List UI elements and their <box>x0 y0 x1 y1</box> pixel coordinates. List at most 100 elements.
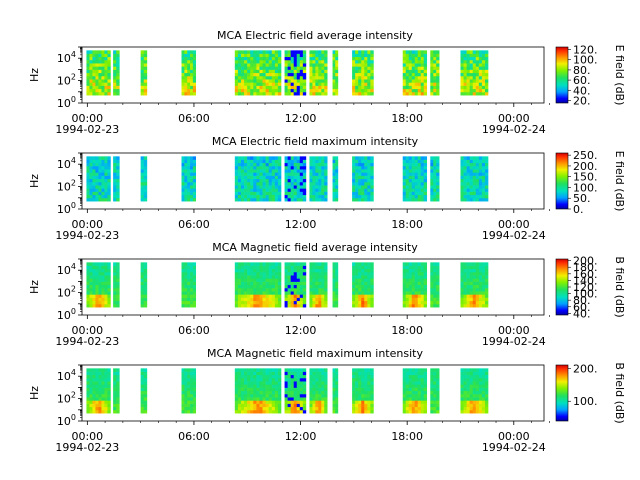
spectrogram-cell <box>405 262 410 266</box>
spectrogram-cell <box>293 387 298 392</box>
spectrogram-cell <box>237 287 242 292</box>
spectrogram-cell <box>475 294 480 298</box>
spectrogram-cell <box>284 291 288 295</box>
spectrogram-cell <box>408 381 413 385</box>
spectrogram-cell <box>265 53 269 58</box>
spectrogram-cell <box>411 72 416 77</box>
spectrogram-cell <box>312 381 316 385</box>
spectrogram-cell <box>335 406 339 411</box>
spectrogram-cell <box>411 294 416 298</box>
spectrogram-cell <box>250 387 254 392</box>
spectrogram-cell <box>463 291 467 295</box>
spectrogram-cell <box>287 387 291 392</box>
spectrogram-cell <box>244 281 248 286</box>
spectrogram-cell <box>469 381 474 385</box>
spectrogram-cell <box>423 294 428 298</box>
spectrogram-cell <box>466 397 470 401</box>
spectrogram-cell <box>259 191 263 196</box>
colorbar-tick-label: 180. <box>573 261 598 274</box>
spectrogram-cell <box>423 374 428 379</box>
spectrogram-cell <box>484 291 489 295</box>
spectrogram-cell <box>475 197 480 202</box>
spectrogram-cell <box>405 368 410 372</box>
spectrogram-cell <box>240 265 245 270</box>
spectrogram-cell <box>237 69 242 74</box>
spectrogram-cell <box>358 88 362 93</box>
spectrogram-cell <box>92 300 96 305</box>
spectrogram-cell <box>321 91 325 96</box>
spectrogram-cell <box>321 88 325 93</box>
spectrogram-cell <box>481 303 486 308</box>
spectrogram-cell <box>247 278 251 282</box>
spectrogram-cell <box>287 175 291 180</box>
spectrogram-cell <box>475 377 480 382</box>
spectrogram-cell <box>460 91 464 96</box>
spectrogram-cell <box>95 50 99 54</box>
spectrogram-cell <box>113 303 117 308</box>
spectrogram-cell <box>240 50 245 54</box>
spectrogram-cell <box>367 368 371 372</box>
colorbar-tick-label: 100. <box>573 395 598 408</box>
spectrogram-cell <box>234 172 239 176</box>
spectrogram-cell <box>296 69 301 74</box>
spectrogram-cell <box>268 178 273 183</box>
spectrogram-cell <box>95 381 99 385</box>
spectrogram-cell <box>268 303 273 308</box>
spectrogram-cell <box>262 59 266 64</box>
spectrogram-cell <box>460 368 464 372</box>
spectrogram-cell <box>92 79 96 83</box>
spectrogram-cell <box>481 156 486 160</box>
spectrogram-cell <box>309 390 313 395</box>
spectrogram-cell <box>309 377 313 382</box>
spectrogram-cell <box>253 278 257 282</box>
colorbar-tick-label: 200. <box>573 160 598 173</box>
spectrogram-cell <box>192 281 197 286</box>
spectrogram-cell <box>265 194 269 199</box>
spectrogram-cell <box>472 50 477 54</box>
spectrogram-cell <box>315 63 319 67</box>
spectrogram-cell <box>466 400 470 404</box>
spectrogram-cell <box>475 284 480 289</box>
spectrogram-strip <box>332 262 339 308</box>
spectrogram-cell <box>302 265 307 270</box>
spectrogram-cell <box>358 63 362 67</box>
spectrogram-cell <box>321 287 325 292</box>
spectrogram-cell <box>478 169 483 173</box>
spectrogram-cell <box>277 53 282 58</box>
spectrogram-cell <box>284 294 288 298</box>
spectrogram-cell <box>302 278 307 282</box>
spectrogram-cell <box>290 82 295 86</box>
spectrogram-cell <box>469 197 474 202</box>
spectrogram-cell <box>140 69 145 74</box>
spectrogram-cell <box>296 175 301 180</box>
spectrogram-cell <box>237 368 242 372</box>
spectrogram-cell <box>287 181 291 186</box>
spectrogram-cell <box>370 262 374 266</box>
spectrogram-cell <box>405 159 410 164</box>
spectrogram-cell <box>408 188 413 192</box>
spectrogram-cell <box>184 403 188 408</box>
spectrogram-cell <box>101 265 105 270</box>
spectrogram-cell <box>405 374 410 379</box>
spectrogram-cell <box>247 197 251 202</box>
spectrogram-cell <box>352 169 356 173</box>
spectrogram-cell <box>107 400 111 404</box>
spectrogram-cell <box>274 53 279 58</box>
spectrogram-cell <box>237 390 242 395</box>
spectrogram-cell <box>423 82 428 86</box>
spectrogram-cell <box>234 281 239 286</box>
spectrogram-cell <box>187 191 191 196</box>
spectrogram-cell <box>190 175 194 180</box>
spectrogram-cell <box>472 390 477 395</box>
spectrogram-cell <box>184 172 188 176</box>
colorbar-tick-label: 140. <box>573 274 598 287</box>
spectrogram-cell <box>478 368 483 372</box>
spectrogram-cell <box>408 181 413 186</box>
spectrogram-cell <box>104 63 108 67</box>
colorbar-tick-label: 40. <box>573 84 591 97</box>
spectrogram-cell <box>478 91 483 96</box>
spectrogram-cell <box>332 287 336 292</box>
spectrogram-cell <box>190 374 194 379</box>
spectrogram-cell <box>299 368 304 372</box>
spectrogram-cell <box>364 75 368 80</box>
